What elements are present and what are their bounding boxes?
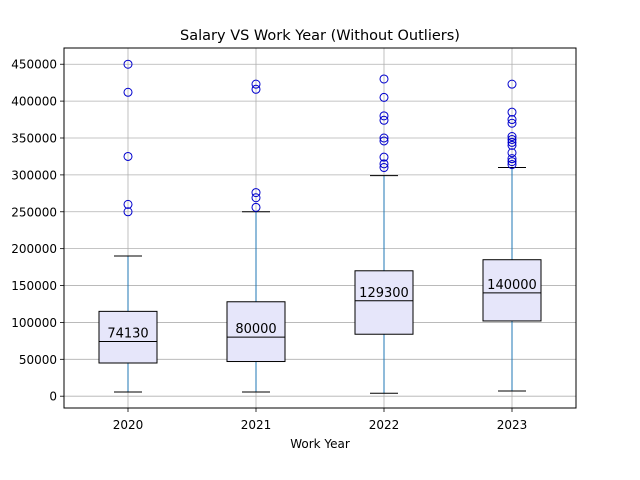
outlier-point: [379, 111, 389, 121]
iqr-box: [354, 270, 414, 335]
outlier-point: [507, 148, 517, 158]
outlier-point: [251, 84, 261, 94]
y-tick-label: 0: [49, 390, 57, 404]
outlier-point: [507, 140, 517, 150]
outlier-point: [507, 160, 517, 170]
box-group-2021: 80000: [226, 79, 286, 393]
iqr-box: [98, 310, 158, 364]
median-label: 140000: [487, 278, 537, 293]
outlier-point: [379, 159, 389, 169]
outlier-point: [507, 79, 517, 89]
median-label: 129300: [359, 286, 409, 301]
outlier-point: [507, 118, 517, 128]
outlier-point: [251, 79, 261, 89]
outlier-point: [379, 133, 389, 143]
outlier-point: [123, 151, 133, 161]
outlier-point: [507, 115, 517, 125]
x-tick-label: 2022: [369, 418, 400, 432]
iqr-box: [226, 301, 286, 363]
x-tick-label: 2023: [497, 418, 528, 432]
axis-layer: 0 50000 100000 150000 200000 250000 300000 3500…: [11, 58, 527, 432]
y-tick-label: 450000: [11, 58, 57, 72]
plot-frame: [63, 47, 577, 409]
box-layer: 74130 80000 129300 140000: [98, 59, 542, 394]
outlier-point: [379, 152, 389, 162]
median-label: 74130: [107, 327, 148, 342]
outlier-point: [379, 115, 389, 125]
outlier-point: [507, 132, 517, 142]
box-group-2023: 140000: [482, 79, 542, 392]
outlier-point: [379, 92, 389, 102]
outlier-point: [251, 202, 261, 212]
outlier-point: [379, 163, 389, 173]
y-tick-label: 100000: [11, 316, 57, 330]
outlier-point: [507, 134, 517, 144]
outlier-point: [379, 74, 389, 84]
median-label: 80000: [235, 322, 276, 337]
outlier-point: [123, 207, 133, 217]
outlier-point: [379, 136, 389, 146]
iqr-box: [482, 259, 542, 322]
outlier-point: [251, 193, 261, 203]
y-tick-label: 250000: [11, 205, 57, 219]
y-tick-label: 300000: [11, 168, 57, 182]
outlier-point: [123, 87, 133, 97]
outlier-point: [507, 137, 517, 147]
outlier-point: [123, 199, 133, 209]
x-axis-label: Work Year: [290, 437, 350, 451]
outlier-point: [507, 154, 517, 164]
outlier-point: [507, 157, 517, 167]
chart-title: Salary VS Work Year (Without Outliers): [180, 28, 460, 44]
box-group-2022: 129300: [354, 74, 414, 394]
y-tick-label: 200000: [11, 242, 57, 256]
outlier-point: [507, 107, 517, 117]
box-group-2020: 74130: [98, 59, 158, 393]
y-tick-label: 350000: [11, 132, 57, 146]
x-tick-label: 2021: [241, 418, 272, 432]
y-tick-label: 400000: [11, 95, 57, 109]
outlier-point: [251, 188, 261, 198]
outlier-point: [123, 59, 133, 69]
x-tick-label: 2020: [113, 418, 144, 432]
y-tick-label: 150000: [11, 279, 57, 293]
y-tick-label: 50000: [19, 353, 57, 367]
